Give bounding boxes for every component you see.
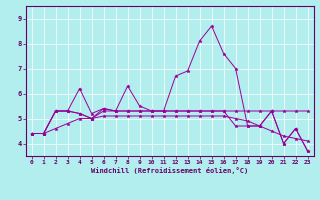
X-axis label: Windchill (Refroidissement éolien,°C): Windchill (Refroidissement éolien,°C) — [91, 167, 248, 174]
